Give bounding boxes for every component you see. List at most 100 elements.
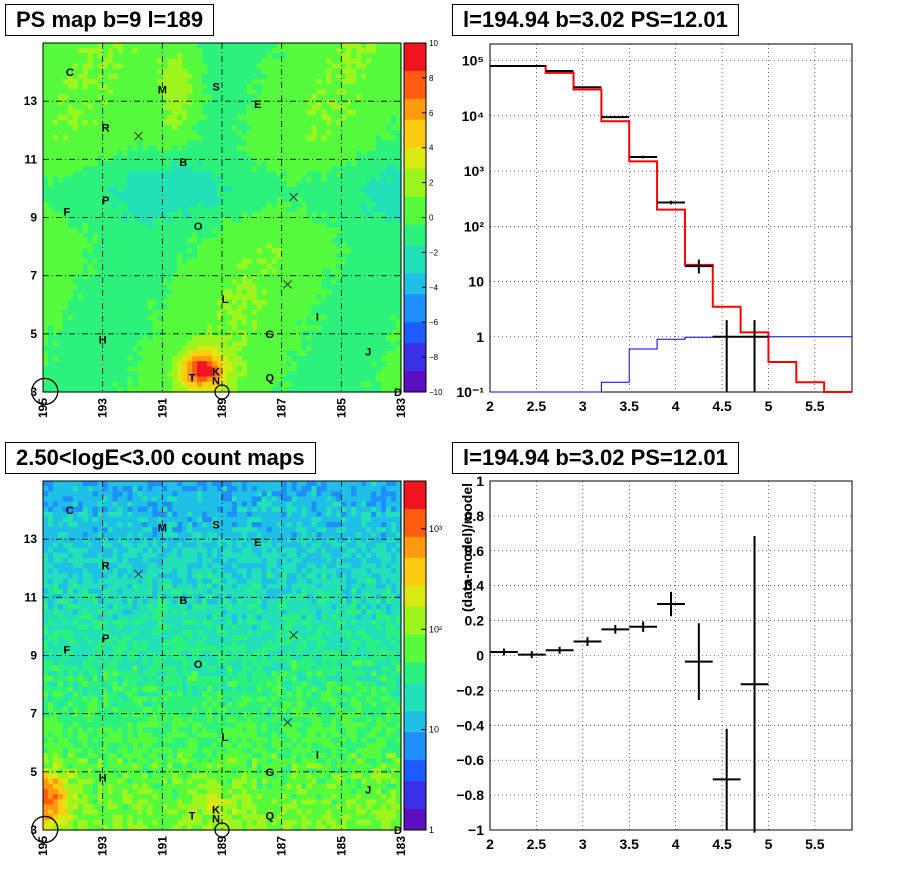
ps-map-cell [172,166,178,172]
ps-map-cell [236,202,243,208]
ps-map-cell [117,212,124,219]
ps-map-cell [52,135,59,142]
ps-map-cell [147,371,153,378]
ps-map-cell [217,232,223,239]
ps-map-cell [316,104,323,111]
ps-map-cell [301,181,308,188]
ps-map-cell [326,191,332,198]
ps-map-cell [152,238,158,244]
ps-map-cell [137,253,144,260]
ps-map-cell [77,125,84,131]
ps-map-cell [326,202,332,208]
ps-map-cell [197,181,203,188]
ps-map-cell [236,304,243,311]
ps-map-cell [371,386,377,393]
ps-map-cell [316,48,323,54]
ps-map-cell [43,104,49,111]
ps-map-cell [371,350,377,357]
ps-map-cell [112,258,119,265]
ps-map-cell [251,263,258,270]
ps-map-cell [192,196,198,203]
ps-map-cell [222,161,228,167]
ps-map-cell [187,320,193,326]
ps-map-cell [72,166,79,172]
ps-map-cell [266,325,273,332]
ps-map-cell [107,258,114,265]
ps-map-cell [256,279,263,285]
ps-map-cell [147,114,153,121]
ps-map-cell [207,320,213,326]
ps-map-cell [246,238,253,244]
ps-map-cell [356,238,362,244]
ps-map-cell [366,356,372,362]
ps-map-cell [356,258,362,265]
ps-map-cell [77,155,84,162]
ps-map-cell [341,386,347,393]
ps-map-cell [197,350,203,357]
ps-map-cell [276,386,283,393]
ps-map-cell [246,263,253,270]
ps-map-cell [346,217,352,224]
ps-map-cell [47,304,54,311]
ps-map-cell [217,227,223,234]
ps-map-cell [207,315,213,321]
ps-map-cell [371,340,377,347]
ps-map-cell [306,130,313,136]
ps-map-cell [102,289,109,296]
ps-map-cell [386,299,392,306]
ps-map-cell [117,268,124,275]
ps-map-cell [202,361,208,367]
ps-map-cell [207,371,213,378]
ps-map-cell [52,186,59,193]
ps-map-cell [132,381,139,388]
ps-map-cell [52,335,59,342]
ps-map-cell [117,207,124,213]
ps-map-cell [371,325,377,332]
ps-map-cell [376,258,382,265]
ps-map-cell [311,217,318,224]
ps-map-cell [301,309,308,316]
ps-map-cell [331,304,337,311]
ps-map-cell [112,166,119,172]
ps-map-cell [361,309,367,316]
ps-map-cell [162,68,168,75]
ps-map-cell [351,386,357,393]
ps-map-cell [147,186,153,193]
ps-map-cell [197,217,203,224]
ps-map-cell [57,135,64,142]
ps-map-cell [276,84,283,90]
ps-map-cell [43,330,49,337]
ps-map-cell [187,94,193,101]
ps-map-cell [236,279,243,285]
ps-map-cell [296,58,303,65]
ps-map-cell [246,366,253,373]
ps-map-cell [187,335,193,342]
ps-map-cell [291,145,298,152]
ps-map-cell [97,361,104,367]
ps-map-cell [356,48,362,54]
ps-map-cell [256,366,263,373]
ps-map-cell [331,140,337,147]
ps-map-cell [361,284,367,290]
ps-map-cell [231,114,238,121]
ps-map-cell [351,356,357,362]
ps-map-cell [132,330,139,337]
ps-map-cell [217,325,223,332]
ps-map-cell [43,273,49,280]
ps-map-cell [321,345,328,352]
ps-map-cell [57,320,64,326]
ps-map-cell [251,68,258,75]
ps-map-cell [376,345,382,352]
ps-map-cell [246,68,253,75]
ps-map-cell [177,48,183,54]
ps-map-cell [311,304,318,311]
ps-map-cell [286,212,293,219]
ps-map-cell [371,109,377,116]
ps-map-cell [167,381,173,388]
ps-map-cell [246,155,253,162]
ps-map-cell [57,273,64,280]
ps-map-cell [117,145,124,152]
ps-map-cell [266,119,273,126]
ps-map-cell [296,340,303,347]
ps-map-cell [212,330,218,337]
